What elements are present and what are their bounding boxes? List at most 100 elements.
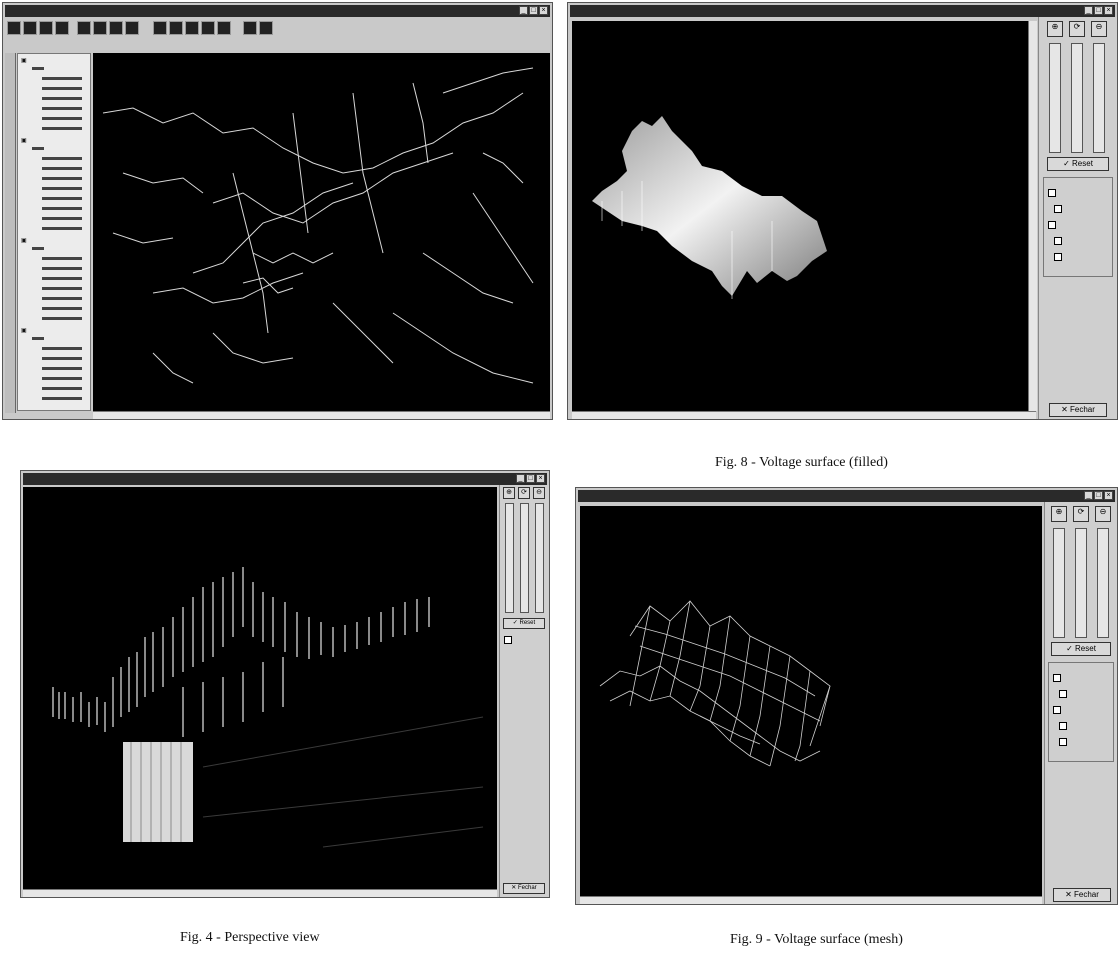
mesh-voltage-surface xyxy=(599,600,831,767)
left-tool-strip xyxy=(5,53,16,413)
close-label: Fechar xyxy=(1074,890,1099,899)
close-button[interactable]: ✕ Fechar xyxy=(1053,888,1111,902)
canvas-horizontal-scrollbar[interactable] xyxy=(23,889,497,897)
option-checkbox[interactable] xyxy=(1053,673,1064,682)
minimize-icon[interactable]: _ xyxy=(1084,491,1093,500)
save-icon[interactable] xyxy=(39,21,53,35)
caption-fig8: Fig. 8 - Voltage surface (filled) xyxy=(715,455,888,470)
reset-button[interactable]: ✓ Reset xyxy=(1051,642,1111,656)
tree-folder-icon[interactable]: ▣ xyxy=(21,238,27,244)
zoom-in-icon[interactable] xyxy=(153,21,167,35)
option-checkbox[interactable] xyxy=(504,635,515,644)
map-horizontal-scrollbar[interactable] xyxy=(93,411,550,419)
feeder-tree[interactable]: ▣ ▣ ▣ ▣ xyxy=(17,53,91,411)
perspective-bar-field xyxy=(52,567,484,848)
reset-label: Reset xyxy=(1072,159,1093,168)
maximize-icon[interactable]: □ xyxy=(1094,491,1103,500)
zoom-in-icon[interactable]: ⊕ xyxy=(1051,506,1067,522)
reset-button[interactable]: ✓ Reset xyxy=(1047,157,1109,171)
window-titlebar: _ □ × xyxy=(5,5,550,17)
close-button[interactable]: ✕ Fechar xyxy=(1049,403,1107,417)
option-checkbox[interactable] xyxy=(1059,737,1070,746)
reset-label: Reset xyxy=(519,620,536,626)
canvas-vertical-scrollbar[interactable] xyxy=(1028,21,1037,411)
view-3d-icon[interactable] xyxy=(243,21,257,35)
filled-voltage-surface xyxy=(592,116,827,299)
caption-fig4: Fig. 4 - Perspective view xyxy=(180,930,320,945)
zoom-out-icon[interactable]: ⊖ xyxy=(533,487,545,499)
paste-icon[interactable] xyxy=(109,21,123,35)
view-control-panel: ⊕ ⟳ ⊖ ✓ Reset ✕ Fechar xyxy=(1038,17,1117,419)
zoom-in-icon[interactable]: ⊕ xyxy=(503,487,515,499)
zoom-in-icon[interactable]: ⊕ xyxy=(1047,21,1063,37)
delete-icon[interactable] xyxy=(125,21,139,35)
network-map-canvas[interactable] xyxy=(93,53,550,411)
option-checkbox[interactable] xyxy=(1048,188,1059,197)
distribution-network-lines xyxy=(102,67,534,384)
new-icon[interactable] xyxy=(7,21,21,35)
minimize-icon[interactable]: _ xyxy=(1084,6,1093,15)
option-checkbox[interactable] xyxy=(1054,236,1065,245)
help-icon[interactable] xyxy=(259,21,273,35)
rotate-icon[interactable]: ⟳ xyxy=(1073,506,1089,522)
close-icon[interactable]: × xyxy=(536,474,545,483)
canvas-horizontal-scrollbar[interactable] xyxy=(572,411,1036,419)
caption-fig9: Fig. 9 - Voltage surface (mesh) xyxy=(730,932,903,947)
options-group xyxy=(1043,177,1113,277)
fig4-perspective-window: _ □ × xyxy=(20,470,550,898)
close-label: Fechar xyxy=(1070,405,1095,414)
close-icon[interactable]: × xyxy=(1104,491,1113,500)
option-checkbox[interactable] xyxy=(1054,204,1065,213)
fig8-surface-window: _ □ × ⊕ ⟳ ⊖ ✓ Reset xyxy=(567,2,1118,420)
slider-track-1[interactable] xyxy=(1049,43,1061,153)
zoom-out-icon[interactable] xyxy=(169,21,183,35)
canvas-horizontal-scrollbar[interactable] xyxy=(580,896,1042,904)
option-checkbox[interactable] xyxy=(1048,220,1059,229)
close-icon[interactable]: × xyxy=(1104,6,1113,15)
perspective-canvas[interactable] xyxy=(23,487,497,889)
slider-track-3[interactable] xyxy=(1097,528,1109,638)
settings-icon[interactable] xyxy=(217,21,231,35)
option-checkbox[interactable] xyxy=(1059,689,1070,698)
maximize-icon[interactable]: □ xyxy=(529,6,538,15)
slider-track-2[interactable] xyxy=(1071,43,1083,153)
rotate-icon[interactable]: ⟳ xyxy=(518,487,530,499)
slider-track-3[interactable] xyxy=(1093,43,1105,153)
perspective-block xyxy=(123,742,193,842)
filled-surface-canvas[interactable] xyxy=(572,21,1036,411)
tree-list-lines xyxy=(32,67,82,400)
minimize-icon[interactable]: _ xyxy=(519,6,528,15)
cut-icon[interactable] xyxy=(77,21,91,35)
tree-folder-icon[interactable]: ▣ xyxy=(21,328,27,334)
copy-icon[interactable] xyxy=(93,21,107,35)
open-icon[interactable] xyxy=(23,21,37,35)
option-checkbox[interactable] xyxy=(1059,721,1070,730)
options-group xyxy=(1048,662,1114,762)
option-checkbox[interactable] xyxy=(1053,705,1064,714)
close-icon[interactable]: × xyxy=(539,6,548,15)
search-icon[interactable] xyxy=(201,21,215,35)
zoom-out-icon[interactable]: ⊖ xyxy=(1095,506,1111,522)
zoom-out-icon[interactable]: ⊖ xyxy=(1091,21,1107,37)
maximize-icon[interactable]: □ xyxy=(1094,6,1103,15)
minimize-icon[interactable]: _ xyxy=(516,474,525,483)
close-label: Fechar xyxy=(518,885,537,891)
tree-folder-icon[interactable]: ▣ xyxy=(21,58,27,64)
slider-track-2[interactable] xyxy=(520,503,529,613)
slider-track-1[interactable] xyxy=(505,503,514,613)
window-titlebar: _ □ × xyxy=(570,5,1115,17)
slider-track-1[interactable] xyxy=(1053,528,1065,638)
tree-folder-icon[interactable]: ▣ xyxy=(21,138,27,144)
slider-track-2[interactable] xyxy=(1075,528,1087,638)
option-checkbox[interactable] xyxy=(1054,252,1065,261)
view-control-panel: ⊕ ⟳ ⊖ ✓ Reset ✕ Fechar xyxy=(499,485,549,897)
rotate-icon[interactable]: ⟳ xyxy=(1069,21,1085,37)
window-titlebar: _ □ × xyxy=(23,473,547,485)
maximize-icon[interactable]: □ xyxy=(526,474,535,483)
slider-track-3[interactable] xyxy=(535,503,544,613)
reset-button[interactable]: ✓ Reset xyxy=(503,618,545,629)
close-button[interactable]: ✕ Fechar xyxy=(503,883,545,894)
pan-icon[interactable] xyxy=(185,21,199,35)
mesh-surface-canvas[interactable] xyxy=(580,506,1042,896)
print-icon[interactable] xyxy=(55,21,69,35)
